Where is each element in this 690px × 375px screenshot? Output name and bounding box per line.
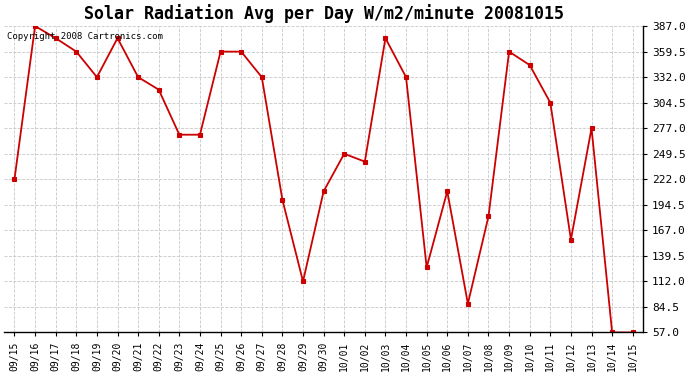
Text: Copyright 2008 Cartronics.com: Copyright 2008 Cartronics.com (8, 32, 164, 41)
Title: Solar Radiation Avg per Day W/m2/minute 20081015: Solar Radiation Avg per Day W/m2/minute … (83, 4, 564, 23)
